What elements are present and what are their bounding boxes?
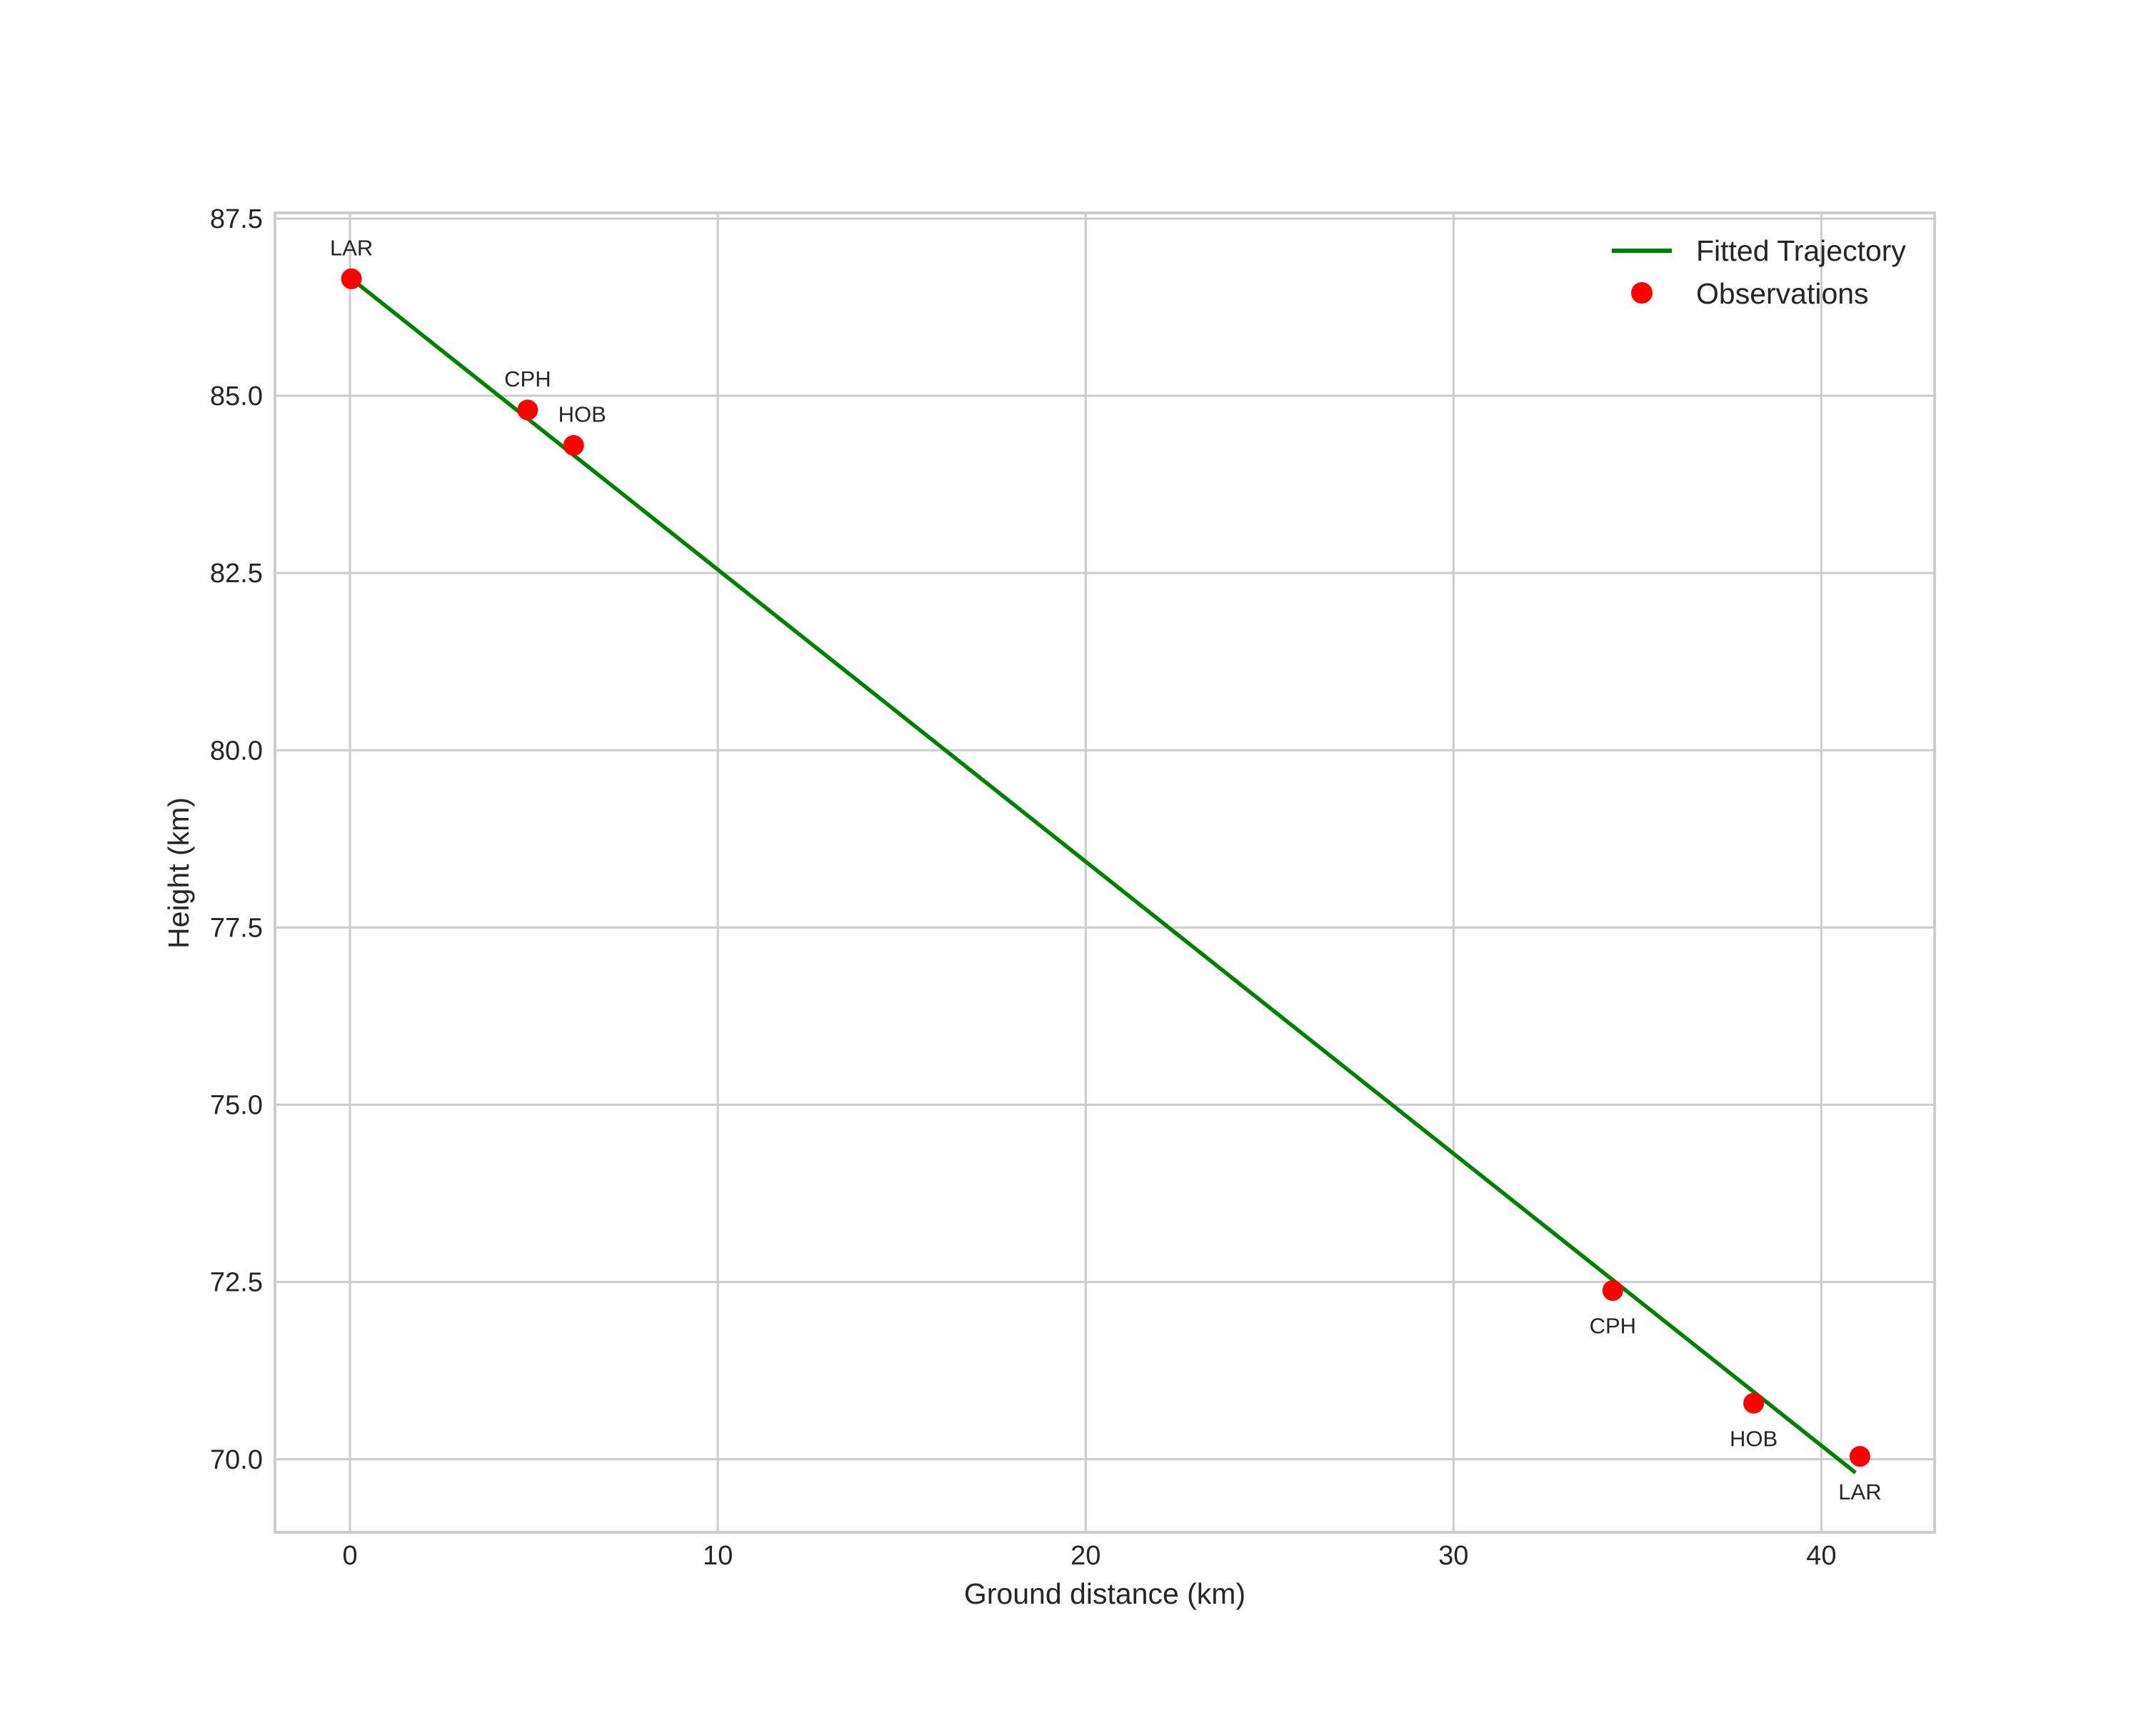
y-tick-label: 70.0 xyxy=(210,1445,263,1475)
station-label: LAR xyxy=(330,235,373,260)
observation-point xyxy=(1743,1392,1765,1414)
legend-item-fitted-trajectory: Fitted Trajectory xyxy=(1612,234,1906,267)
x-tick-label: 20 xyxy=(1071,1541,1100,1571)
legend: Fitted Trajectory Observations xyxy=(1612,234,1906,310)
observation-point xyxy=(1849,1446,1870,1467)
y-tick-label: 80.0 xyxy=(210,736,263,766)
y-axis-ticks: 70.0 72.5 75.0 77.5 80.0 82.5 85.0 87.5 xyxy=(210,204,263,1475)
x-axis-ticks: 0 10 20 30 40 xyxy=(343,1541,1837,1571)
y-tick-label: 82.5 xyxy=(210,559,263,589)
fitted-trajectory-line xyxy=(350,277,1857,1474)
observation-point xyxy=(517,399,538,421)
point-labels: LAR CPH HOB CPH HOB LAR xyxy=(330,235,1882,1504)
x-axis-label: Ground distance (km) xyxy=(964,1577,1245,1610)
station-label: CPH xyxy=(1590,1314,1636,1339)
observation-point xyxy=(1602,1280,1623,1302)
y-axis-label: Height (km) xyxy=(162,797,195,949)
y-tick-label: 77.5 xyxy=(210,913,263,943)
y-tick-label: 75.0 xyxy=(210,1091,263,1121)
y-tick-label: 87.5 xyxy=(210,204,263,234)
plot-series xyxy=(341,268,1870,1474)
axes-frame xyxy=(274,211,1936,1534)
observation-point xyxy=(341,268,362,289)
y-tick-label: 72.5 xyxy=(210,1268,263,1298)
grid xyxy=(275,213,1935,1532)
legend-label-observations: Observations xyxy=(1696,277,1869,310)
x-tick-label: 0 xyxy=(343,1541,358,1571)
station-label: HOB xyxy=(558,402,606,427)
station-label: LAR xyxy=(1838,1479,1881,1504)
x-tick-label: 10 xyxy=(703,1541,733,1571)
legend-label-fitted-trajectory: Fitted Trajectory xyxy=(1696,234,1906,267)
y-tick-label: 85.0 xyxy=(210,381,263,411)
observation-point xyxy=(563,435,584,456)
station-label: CPH xyxy=(504,366,551,391)
x-tick-label: 30 xyxy=(1438,1541,1468,1571)
station-label: HOB xyxy=(1730,1426,1778,1451)
x-tick-label: 40 xyxy=(1806,1541,1836,1571)
legend-item-observations: Observations xyxy=(1631,277,1869,310)
legend-dot-icon xyxy=(1631,282,1653,304)
